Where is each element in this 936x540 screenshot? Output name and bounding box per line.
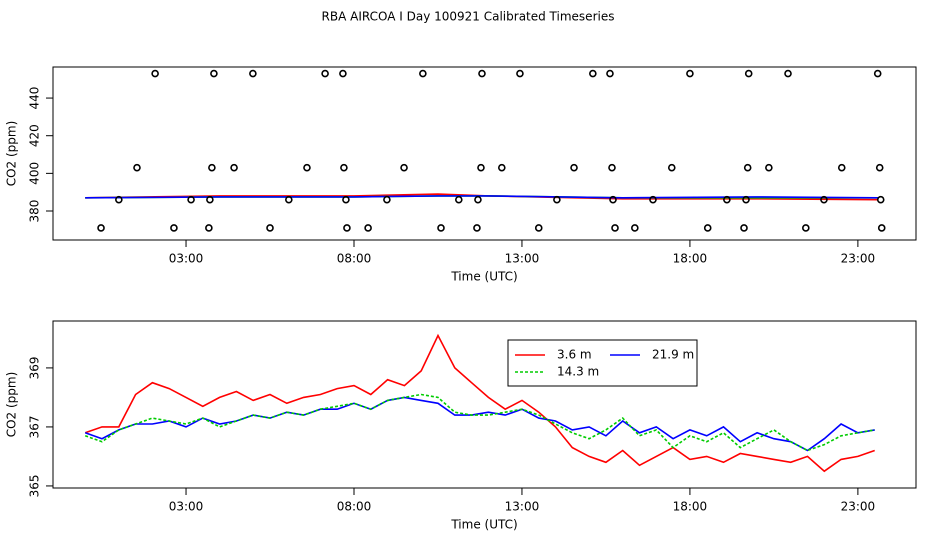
point xyxy=(343,224,351,232)
point xyxy=(611,224,619,232)
point xyxy=(364,224,372,232)
x-tick-label: 13:00 xyxy=(505,252,540,266)
legend-box xyxy=(507,339,698,387)
y-tick-label: 365 xyxy=(28,474,42,497)
y-tick-label: 400 xyxy=(28,162,42,185)
y-tick-label: 440 xyxy=(28,87,42,110)
point xyxy=(553,195,561,204)
point xyxy=(478,69,486,78)
y-tick-label: 420 xyxy=(28,124,42,147)
legend-label: 3.6 m xyxy=(557,348,592,362)
figure-title: RBA AIRCOA I Day 100921 Calibrated Times… xyxy=(322,10,615,24)
point xyxy=(187,195,195,204)
point xyxy=(206,195,214,204)
point xyxy=(744,69,753,78)
point xyxy=(208,163,216,172)
point xyxy=(837,163,846,172)
point xyxy=(339,69,347,78)
y-tick-label: 369 xyxy=(28,356,42,379)
point xyxy=(742,195,750,204)
point xyxy=(151,69,159,78)
x-tick-label: 18:00 xyxy=(673,252,708,266)
x-tick-label: 23:00 xyxy=(841,500,876,514)
point xyxy=(133,163,141,172)
point xyxy=(667,163,676,172)
point xyxy=(340,163,348,172)
point xyxy=(743,163,752,172)
point xyxy=(723,195,731,204)
point xyxy=(419,69,427,78)
point xyxy=(97,224,105,232)
point xyxy=(765,163,773,172)
point xyxy=(589,69,597,78)
point xyxy=(115,195,123,204)
legend-label: 14.3 m xyxy=(557,365,599,379)
point xyxy=(875,163,884,172)
x-axis-label: Time (UTC) xyxy=(450,518,517,532)
point xyxy=(703,224,712,232)
point xyxy=(740,224,748,232)
point xyxy=(170,224,178,232)
point xyxy=(877,224,886,232)
y-axis-label: CO2 (ppm) xyxy=(5,372,19,438)
series-line xyxy=(84,396,875,452)
point xyxy=(649,195,657,204)
point xyxy=(802,224,810,232)
point xyxy=(534,224,543,232)
point xyxy=(608,163,616,172)
x-tick-label: 03:00 xyxy=(169,252,204,266)
point xyxy=(609,195,617,204)
point xyxy=(631,224,639,232)
point xyxy=(570,163,578,172)
point xyxy=(873,69,882,78)
point xyxy=(516,69,524,78)
plot-frame xyxy=(52,320,917,489)
x-axis-label: Time (UTC) xyxy=(450,270,517,284)
y-tick-label: 367 xyxy=(28,415,42,438)
x-tick-label: 08:00 xyxy=(337,252,372,266)
point xyxy=(784,69,792,78)
point xyxy=(437,224,445,232)
point xyxy=(383,195,391,204)
point xyxy=(477,163,485,172)
legend-label: 21.9 m xyxy=(652,348,694,362)
point xyxy=(249,69,257,78)
series-line xyxy=(85,193,879,201)
y-axis-label: CO2 (ppm) xyxy=(5,121,19,187)
point xyxy=(400,163,408,172)
point xyxy=(455,195,463,204)
point xyxy=(266,224,274,232)
x-tick-label: 13:00 xyxy=(505,500,540,514)
x-tick-label: 18:00 xyxy=(673,500,708,514)
point xyxy=(876,195,885,204)
point xyxy=(474,195,482,204)
point xyxy=(230,163,238,172)
x-tick-label: 03:00 xyxy=(169,500,204,514)
x-tick-label: 23:00 xyxy=(841,252,876,266)
point xyxy=(820,195,828,204)
point xyxy=(686,69,694,78)
point xyxy=(303,163,311,172)
point xyxy=(210,69,218,78)
x-tick-label: 08:00 xyxy=(337,500,372,514)
point xyxy=(473,224,481,232)
point xyxy=(321,69,329,78)
point xyxy=(342,195,350,204)
point xyxy=(606,69,614,78)
series-line xyxy=(85,195,879,199)
point xyxy=(498,163,506,172)
y-tick-label: 380 xyxy=(28,200,42,223)
series-line xyxy=(84,333,875,473)
point xyxy=(205,224,213,232)
series-line xyxy=(84,393,875,452)
plot-frame xyxy=(52,66,917,241)
point xyxy=(285,195,293,204)
